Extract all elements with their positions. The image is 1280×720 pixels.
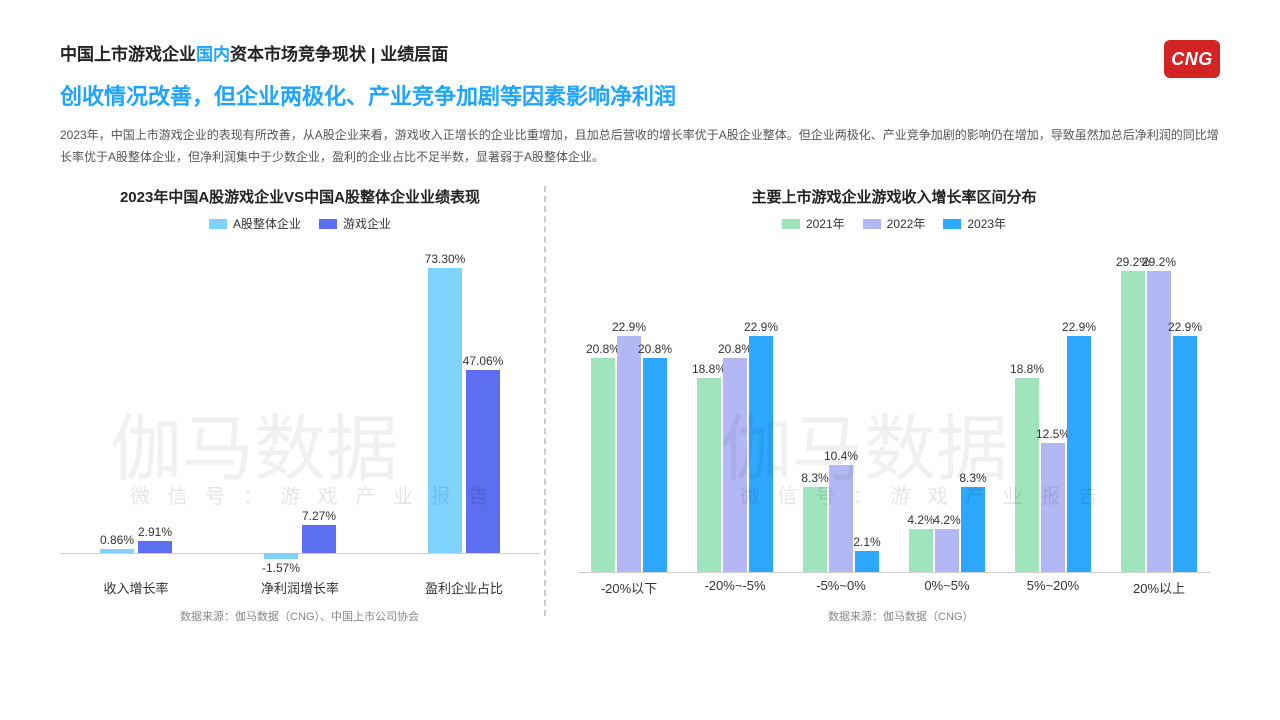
bar [697, 378, 721, 572]
chart-right-legend: 2021年 2022年 2023年 [578, 215, 1210, 232]
chart-right-panel: 主要上市游戏企业游戏收入增长率区间分布 2021年 2022年 2023年 20.8… [550, 186, 1210, 624]
category-label: 0%~5% [924, 578, 969, 593]
bar [591, 358, 615, 573]
legend-item: 游戏企业 [319, 215, 391, 232]
bar [961, 487, 985, 573]
legend-swatch [782, 219, 800, 229]
bar-value-label: 0.86% [100, 533, 134, 547]
legend-item: 2022年 [863, 215, 926, 232]
brand-logo: CNG [1164, 40, 1220, 78]
bar-value-label: 20.8% [718, 342, 752, 356]
category-label: 20%以上 [1133, 578, 1185, 597]
bar [643, 358, 667, 573]
bar [749, 336, 773, 572]
bar [138, 541, 172, 552]
chart-right-title: 主要上市游戏企业游戏收入增长率区间分布 [578, 186, 1210, 207]
bar-value-label: 47.06% [463, 354, 504, 368]
bar [935, 529, 959, 572]
breadcrumb-prefix: 中国上市游戏企业 [60, 45, 196, 64]
legend-swatch [319, 219, 337, 229]
chart-left-source: 数据来源：伽马数据（CNG）、中国上市公司协会 [60, 608, 540, 624]
bar-value-label: 18.8% [1010, 362, 1044, 376]
bar [1067, 336, 1091, 572]
bar-value-label: 2.91% [138, 525, 172, 539]
legend-label: 2023年 [967, 215, 1006, 232]
bar-value-label: 73.30% [425, 252, 466, 266]
category-label: -20%~-5% [704, 578, 765, 593]
bar-value-label: 4.2% [907, 513, 934, 527]
chart-left-title: 2023年中国A股游戏企业VS中国A股整体企业业绩表现 [60, 186, 540, 207]
legend-label: 2021年 [806, 215, 845, 232]
chart-left-panel: 2023年中国A股游戏企业VS中国A股整体企业业绩表现 A股整体企业 游戏企业 0… [60, 186, 540, 624]
bar [855, 551, 879, 573]
bar [302, 525, 336, 553]
category-label: 盈利企业占比 [425, 578, 503, 597]
bar-value-label: 29.2% [1142, 255, 1176, 269]
bar [803, 487, 827, 573]
bar-value-label: 20.8% [638, 342, 672, 356]
category-label: 5%~20% [1027, 578, 1079, 593]
legend-label: 游戏企业 [343, 215, 391, 232]
bar [723, 358, 747, 573]
bar [1147, 271, 1171, 572]
bar-value-label: 7.27% [302, 509, 336, 523]
bar [829, 465, 853, 572]
bar-value-label: 8.3% [959, 471, 986, 485]
chart-right-source: 数据来源：伽马数据（CNG） [578, 608, 1210, 624]
legend-item: 2023年 [943, 215, 1006, 232]
bar-value-label: 2.1% [853, 535, 880, 549]
bar-value-label: 22.9% [612, 320, 646, 334]
legend-item: 2021年 [782, 215, 845, 232]
legend-swatch [863, 219, 881, 229]
bar-value-label: 22.9% [1062, 320, 1096, 334]
panel-divider [544, 186, 546, 616]
category-label: 收入增长率 [103, 578, 168, 597]
bar [1015, 378, 1039, 572]
bar [100, 549, 134, 552]
legend-swatch [209, 219, 227, 229]
bar-value-label: 8.3% [801, 471, 828, 485]
breadcrumb-accent: 国内 [196, 45, 230, 64]
chart-left-legend: A股整体企业 游戏企业 [60, 215, 540, 232]
category-label: -20%以下 [601, 578, 657, 597]
legend-label: 2022年 [887, 215, 926, 232]
bar-value-label: 18.8% [692, 362, 726, 376]
page-title: 创收情况改善，但企业两极化、产业竞争加剧等因素影响净利润 [60, 79, 676, 111]
bar [1173, 336, 1197, 572]
bar [466, 370, 500, 553]
bar [428, 268, 462, 553]
category-label: -5%~0% [816, 578, 866, 593]
bar-value-label: 4.2% [933, 513, 960, 527]
legend-label: A股整体企业 [233, 215, 301, 232]
bar-value-label: 22.9% [1168, 320, 1202, 334]
bar-value-label: 10.4% [824, 449, 858, 463]
breadcrumb-suffix: 资本市场竞争现状 | 业绩层面 [230, 45, 448, 64]
page-description: 2023年，中国上市游戏企业的表现有所改善，从A股企业来看，游戏收入正增长的企业… [60, 125, 1220, 168]
bar-value-label: -1.57% [262, 561, 300, 575]
bar-value-label: 22.9% [744, 320, 778, 334]
chart-left-plot: 0.86%2.91%收入增长率-1.57%7.27%净利润增长率73.30%47… [60, 242, 540, 572]
bar [264, 553, 298, 559]
bar [909, 529, 933, 572]
bar [1121, 271, 1145, 572]
bar [617, 336, 641, 572]
bar-value-label: 20.8% [586, 342, 620, 356]
bar-value-label: 12.5% [1036, 427, 1070, 441]
chart-right-plot: 20.8%22.9%20.8%-20%以下18.8%20.8%22.9%-20%… [578, 242, 1210, 572]
legend-swatch [943, 219, 961, 229]
category-label: 净利润增长率 [261, 578, 339, 597]
breadcrumb: 中国上市游戏企业国内资本市场竞争现状 | 业绩层面 [60, 40, 676, 65]
bar [1041, 443, 1065, 572]
legend-item: A股整体企业 [209, 215, 301, 232]
